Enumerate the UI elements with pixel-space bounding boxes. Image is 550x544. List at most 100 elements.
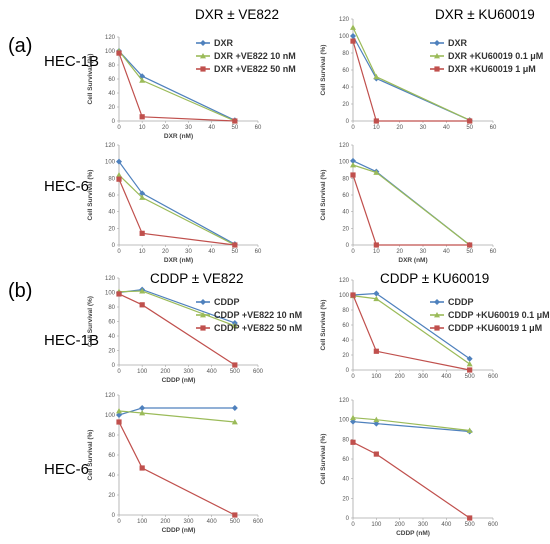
- y-axis-label: Cell Survival (%): [320, 45, 327, 96]
- legend-marker: [434, 299, 440, 305]
- chart-1: 0 20 40 60 80 100 120 0 10 20 30 40 50 60 DXR (nM) Cell…: [87, 7, 296, 140]
- x-tick-label: 500: [230, 519, 241, 525]
- series-3: [350, 172, 473, 248]
- legend-entry: DXR +KU60019 1 μM: [448, 64, 536, 74]
- x-tick-label: 20: [162, 249, 169, 255]
- x-tick-label: 40: [443, 249, 450, 255]
- x-tick-label: 100: [371, 374, 382, 380]
- y-tick-label: 120: [105, 35, 116, 41]
- series-3: [116, 419, 238, 518]
- y-tick-label: 20: [342, 496, 349, 502]
- x-tick-label: 30: [420, 125, 427, 131]
- y-tick-label: 40: [342, 477, 349, 483]
- y-axis-label: Cell Survival (%): [87, 430, 94, 481]
- x-tick-label: 200: [395, 374, 406, 380]
- y-tick-label: 80: [108, 433, 115, 439]
- data-point: [466, 355, 473, 362]
- y-tick-label: 60: [108, 77, 115, 83]
- y-tick-label: 20: [342, 102, 349, 108]
- data-point: [373, 451, 379, 457]
- series-line: [118, 161, 236, 245]
- data-point: [373, 348, 379, 354]
- series-line: [352, 417, 470, 432]
- data-point: [232, 118, 238, 124]
- data-point: [231, 419, 238, 425]
- y-axis-label: Cell Survival (%): [320, 434, 327, 485]
- row-label-a-hec6: HEC-6: [44, 178, 89, 195]
- x-tick-label: 50: [466, 125, 473, 131]
- x-axis-label: CDDP (nM): [396, 530, 430, 537]
- y-tick-label: 60: [108, 193, 115, 199]
- legend-marker: [200, 325, 206, 331]
- legend-marker: [200, 312, 206, 318]
- y-tick-label: 0: [112, 119, 116, 125]
- chart-5: 0 20 40 60 80 100 120 0 100 200 300 400 500 600 CDDP (…: [87, 271, 302, 384]
- x-tick-label: 400: [207, 519, 218, 525]
- y-tick-label: 20: [342, 353, 349, 359]
- y-tick-label: 40: [342, 338, 349, 344]
- x-tick-label: 50: [466, 249, 473, 255]
- chart-3: 0 20 40 60 80 100 120 0 10 20 30 40 50 60 DXR (nM) Cell…: [87, 143, 262, 264]
- y-axis-label: Cell Survival (%): [320, 170, 327, 221]
- legend-marker: [434, 66, 440, 72]
- data-point: [116, 408, 122, 414]
- y-tick-label: 0: [346, 243, 350, 249]
- x-tick-label: 500: [230, 369, 241, 375]
- y-tick-label: 20: [108, 493, 115, 499]
- data-point: [373, 295, 380, 302]
- series-1: [116, 405, 238, 418]
- x-tick-label: 40: [443, 125, 450, 131]
- y-tick-label: 20: [342, 226, 349, 232]
- x-tick-label: 30: [185, 125, 192, 131]
- y-tick-label: 120: [105, 276, 116, 282]
- x-tick-label: 60: [490, 125, 497, 131]
- data-point: [116, 50, 122, 56]
- x-axis-label: CDDP (nM): [162, 377, 196, 384]
- data-point: [350, 418, 356, 425]
- data-point: [139, 465, 145, 471]
- x-tick-label: 200: [160, 519, 171, 525]
- data-point: [467, 515, 473, 521]
- y-tick-label: 40: [108, 473, 115, 479]
- series-1: [350, 418, 473, 435]
- series-3: [116, 176, 238, 248]
- row-label-b-hec1b: HEC-1B: [44, 332, 99, 349]
- x-tick-label: 400: [441, 522, 452, 528]
- data-point: [467, 242, 473, 248]
- legend-entry: DXR: [214, 38, 234, 48]
- x-tick-label: 20: [162, 125, 169, 131]
- x-tick-label: 0: [351, 125, 355, 131]
- y-tick-label: 120: [339, 17, 350, 23]
- y-tick-label: 100: [105, 413, 116, 419]
- x-tick-label: 300: [418, 522, 429, 528]
- chart-title: CDDP ± VE822: [150, 271, 243, 286]
- y-tick-label: 60: [108, 453, 115, 459]
- x-tick-label: 10: [139, 249, 146, 255]
- data-point: [350, 24, 356, 30]
- legend-marker: [200, 66, 206, 72]
- series-1: [116, 158, 238, 248]
- legend-entry: CDDP: [214, 297, 240, 307]
- y-tick-label: 60: [342, 193, 349, 199]
- x-tick-label: 300: [183, 369, 194, 375]
- x-tick-label: 40: [208, 125, 215, 131]
- x-tick-label: 10: [373, 125, 380, 131]
- y-tick-label: 80: [342, 176, 349, 182]
- y-tick-label: 80: [342, 308, 349, 314]
- y-tick-label: 60: [108, 320, 115, 326]
- legend: DXR DXR +KU60019 0.1 μM DXR +KU60019 1 μM: [430, 38, 543, 74]
- y-tick-label: 100: [105, 49, 116, 55]
- y-tick-label: 80: [108, 305, 115, 311]
- x-tick-label: 0: [117, 369, 121, 375]
- x-axis-label: DXR (nM): [398, 257, 427, 264]
- series-3: [350, 38, 473, 124]
- series-line: [352, 421, 470, 433]
- legend-marker: [434, 312, 440, 318]
- y-tick-label: 100: [339, 160, 350, 166]
- legend-marker: [200, 40, 206, 46]
- y-tick-label: 0: [112, 513, 116, 519]
- row-label-b-hec6: HEC-6: [44, 461, 89, 478]
- data-point: [350, 162, 356, 168]
- data-point: [116, 158, 122, 165]
